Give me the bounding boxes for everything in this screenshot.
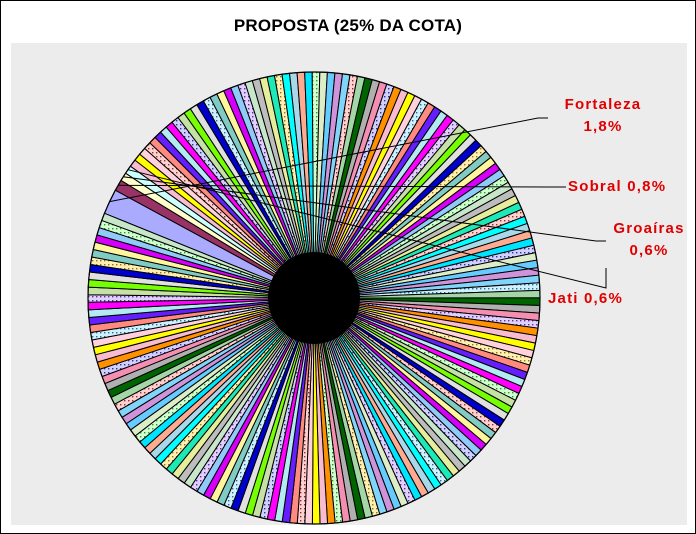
label-fortaleza: Fortaleza 1,8% bbox=[548, 94, 658, 138]
label-jati: Jati 0,6% bbox=[548, 290, 624, 307]
label-groairas: Groaíras 0,6% bbox=[606, 218, 692, 262]
pie-slices bbox=[87, 71, 541, 525]
leader-fortaleza bbox=[109, 117, 548, 203]
label-sobral: Sobral 0,8% bbox=[568, 178, 667, 195]
leader-jati bbox=[127, 169, 607, 289]
label-groairas-value: 0,6% bbox=[629, 242, 669, 259]
leader-groaíras bbox=[123, 176, 606, 242]
chart-title: PROPOSTA (25% DA COTA) bbox=[233, 16, 463, 35]
label-fortaleza-value: 1,8% bbox=[583, 118, 623, 135]
pie-outline bbox=[87, 71, 541, 525]
pie-center bbox=[268, 252, 360, 344]
label-groairas-name: Groaíras bbox=[613, 220, 685, 237]
label-fortaleza-name: Fortaleza bbox=[564, 96, 642, 113]
leader-sobral bbox=[118, 184, 566, 188]
leader-lines bbox=[109, 117, 607, 289]
